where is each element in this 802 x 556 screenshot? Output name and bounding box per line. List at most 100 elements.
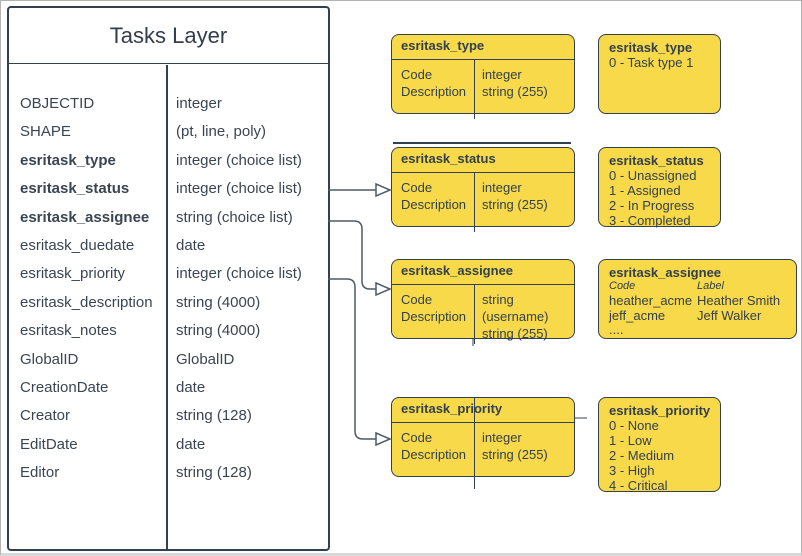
domain-table-title: esritask_status bbox=[392, 148, 574, 173]
domain-value: 1 - Assigned bbox=[609, 183, 681, 198]
domain-field-types: integer string (255) bbox=[482, 67, 548, 99]
domain-table-esritask-priority: esritask_priority Code Description intege… bbox=[391, 397, 575, 489]
field-name: SHAPE bbox=[20, 123, 71, 141]
field-row-editdate: EditDate date bbox=[9, 431, 328, 459]
field-name: OBJECTID bbox=[20, 95, 95, 112]
field-row-globalid: GlobalID GlobalID bbox=[9, 346, 328, 374]
assignee-code: heather_acme bbox=[609, 293, 693, 308]
domain-values-esritask-type: esritask_type 0 - Task type 1 bbox=[598, 34, 721, 114]
domain-table-esritask-assignee: esritask_assignee Code Description string… bbox=[391, 259, 575, 344]
domain-table-body: Code Description integer string (255) bbox=[392, 60, 574, 119]
field-type: string (4000) bbox=[176, 322, 261, 340]
domain-value: 4 - Critical bbox=[609, 478, 668, 493]
domain-values-title: esritask_status bbox=[609, 153, 704, 168]
assignee-code: jeff_acme bbox=[609, 308, 666, 323]
assignee-row: jeff_acme Jeff Walker bbox=[609, 308, 796, 323]
domain-value: 1 - Low bbox=[609, 433, 652, 448]
arrowhead-icon bbox=[375, 182, 392, 198]
domain-field-names: Code Description bbox=[401, 430, 467, 462]
tasks-layer-field-list: OBJECTID integer SHAPE (pt, line, poly) es… bbox=[9, 64, 328, 549]
field-name: esritask_priority bbox=[20, 265, 126, 283]
domain-values-esritask-assignee: esritask_assignee Code Label heather_acm… bbox=[598, 259, 797, 339]
field-type: date bbox=[176, 379, 206, 397]
domain-field-types: string (username) string (255) bbox=[482, 292, 549, 341]
field-name: CreationDate bbox=[20, 379, 109, 397]
field-row-editor: Editor string (128) bbox=[9, 459, 328, 487]
domain-values-esritask-status: esritask_status 0 - Unassigned 1 - Assig… bbox=[598, 147, 721, 228]
domain-value: 0 - None bbox=[609, 418, 659, 433]
domain-field-types: integer string (255) bbox=[482, 180, 548, 212]
field-name: esritask_notes bbox=[20, 322, 117, 340]
domain-field-names: Code Description bbox=[401, 180, 467, 212]
domain-table-body: Code Description integer string (255) bbox=[392, 398, 574, 489]
domain-table-title: esritask_type bbox=[392, 35, 574, 60]
domain-value: 0 - Unassigned bbox=[609, 168, 697, 183]
field-name: esritask_assignee bbox=[20, 208, 150, 226]
tasks-layer-title: Tasks Layer bbox=[9, 8, 328, 64]
field-row-esritask-priority: esritask_priority integer (choice list) bbox=[9, 260, 328, 288]
field-type: string (4000) bbox=[176, 293, 261, 311]
field-type: date bbox=[176, 237, 206, 255]
field-name: GlobalID bbox=[20, 350, 79, 368]
field-row-esritask-status: esritask_status integer (choice list) bbox=[9, 175, 328, 203]
field-name: Creator bbox=[20, 407, 71, 425]
field-row-objectid: OBJECTID integer bbox=[9, 90, 328, 118]
field-row-esritask-duedate: esritask_duedate date bbox=[9, 232, 328, 260]
field-type: integer (choice list) bbox=[176, 151, 302, 169]
field-type: string (choice list) bbox=[176, 208, 293, 226]
field-row-esritask-assignee: esritask_assignee string (choice list) bbox=[9, 204, 328, 232]
field-row-esritask-description: esritask_description string (4000) bbox=[9, 289, 328, 317]
domain-field-types: integer string (255) bbox=[482, 430, 548, 462]
arrowhead-icon bbox=[375, 431, 392, 447]
field-name: esritask_description bbox=[20, 293, 153, 311]
domain-table-esritask-status: esritask_status Code Description integer s… bbox=[391, 147, 575, 232]
field-type: date bbox=[176, 435, 206, 453]
assignee-label-header: Label bbox=[697, 280, 724, 292]
field-name: Editor bbox=[20, 464, 60, 482]
domain-table-divider bbox=[474, 60, 475, 119]
entity-column-divider bbox=[166, 64, 168, 549]
domain-value: 2 - Medium bbox=[609, 448, 675, 463]
assignee-row: heather_acme Heather Smith bbox=[609, 293, 796, 308]
field-type: string (128) bbox=[176, 464, 252, 482]
domain-table-esritask-type: esritask_type Code Description integer str… bbox=[391, 34, 575, 119]
tasks-layer-table: Tasks Layer OBJECTID integer SHAPE (pt, li… bbox=[7, 6, 330, 551]
assignee-code-header: Code bbox=[609, 280, 636, 292]
field-type: integer (choice list) bbox=[176, 180, 302, 198]
domain-field-names: Code Description bbox=[401, 292, 467, 324]
field-type: string (128) bbox=[176, 407, 252, 425]
domain-values-title: esritask_priority bbox=[609, 403, 711, 418]
domain-table-title: esritask_priority bbox=[392, 398, 574, 423]
domain-value: 0 - Task type 1 bbox=[609, 55, 694, 70]
field-row-esritask-notes: esritask_notes string (4000) bbox=[9, 317, 328, 345]
field-type: integer bbox=[176, 95, 222, 112]
field-name: EditDate bbox=[20, 435, 78, 453]
assignee-more-indicator: .... bbox=[609, 322, 624, 337]
domain-value: 3 - Completed bbox=[609, 213, 691, 228]
assignee-column-headers: Code Label bbox=[609, 280, 796, 293]
connector-esritask-priority bbox=[328, 278, 376, 440]
domain-values-esritask-priority: esritask_priority 0 - None 1 - Low 2 - M… bbox=[598, 397, 721, 493]
domain-table-body: Code Description integer string (255) bbox=[392, 173, 574, 232]
arrowhead-icon bbox=[375, 281, 392, 297]
domain-value: 3 - High bbox=[609, 463, 655, 478]
field-row-esritask-type: esritask_type integer (choice list) bbox=[9, 147, 328, 175]
domain-table-divider bbox=[474, 398, 475, 489]
field-name: esritask_status bbox=[20, 180, 130, 198]
field-type: integer (choice list) bbox=[176, 265, 302, 283]
field-type: (pt, line, poly) bbox=[176, 123, 267, 141]
domain-table-divider bbox=[474, 173, 475, 232]
field-name: esritask_type bbox=[20, 151, 116, 169]
field-type: GlobalID bbox=[176, 350, 235, 368]
domain-table-title: esritask_assignee bbox=[392, 260, 574, 285]
connector-esritask-assignee bbox=[328, 220, 376, 290]
field-row-creationdate: CreationDate date bbox=[9, 374, 328, 402]
field-row-shape: SHAPE (pt, line, poly) bbox=[9, 118, 328, 146]
domain-table-body: Code Description string (username) string … bbox=[392, 285, 574, 344]
domain-table-divider bbox=[474, 285, 475, 344]
assignee-label: Heather Smith bbox=[697, 293, 781, 308]
domain-values-title: esritask_assignee bbox=[609, 265, 722, 280]
domain-values-title: esritask_type bbox=[609, 40, 693, 55]
domain-field-names: Code Description bbox=[401, 67, 467, 99]
